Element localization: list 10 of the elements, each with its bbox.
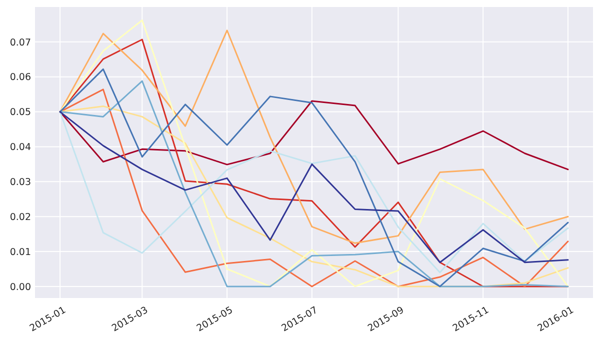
- y-tick-label: 0.07: [10, 37, 31, 48]
- y-tick-label: 0.00: [10, 282, 31, 293]
- y-tick-label: 0.01: [10, 246, 31, 258]
- y-tick-label: 0.03: [10, 176, 31, 188]
- line-series: [59, 30, 569, 244]
- y-tick-label: 0.05: [10, 107, 31, 118]
- y-tick-label: 0.06: [10, 72, 31, 84]
- line-series: [59, 100, 569, 170]
- y-tick-label: 0.04: [10, 142, 31, 154]
- y-tick-label: 0.02: [10, 212, 31, 223]
